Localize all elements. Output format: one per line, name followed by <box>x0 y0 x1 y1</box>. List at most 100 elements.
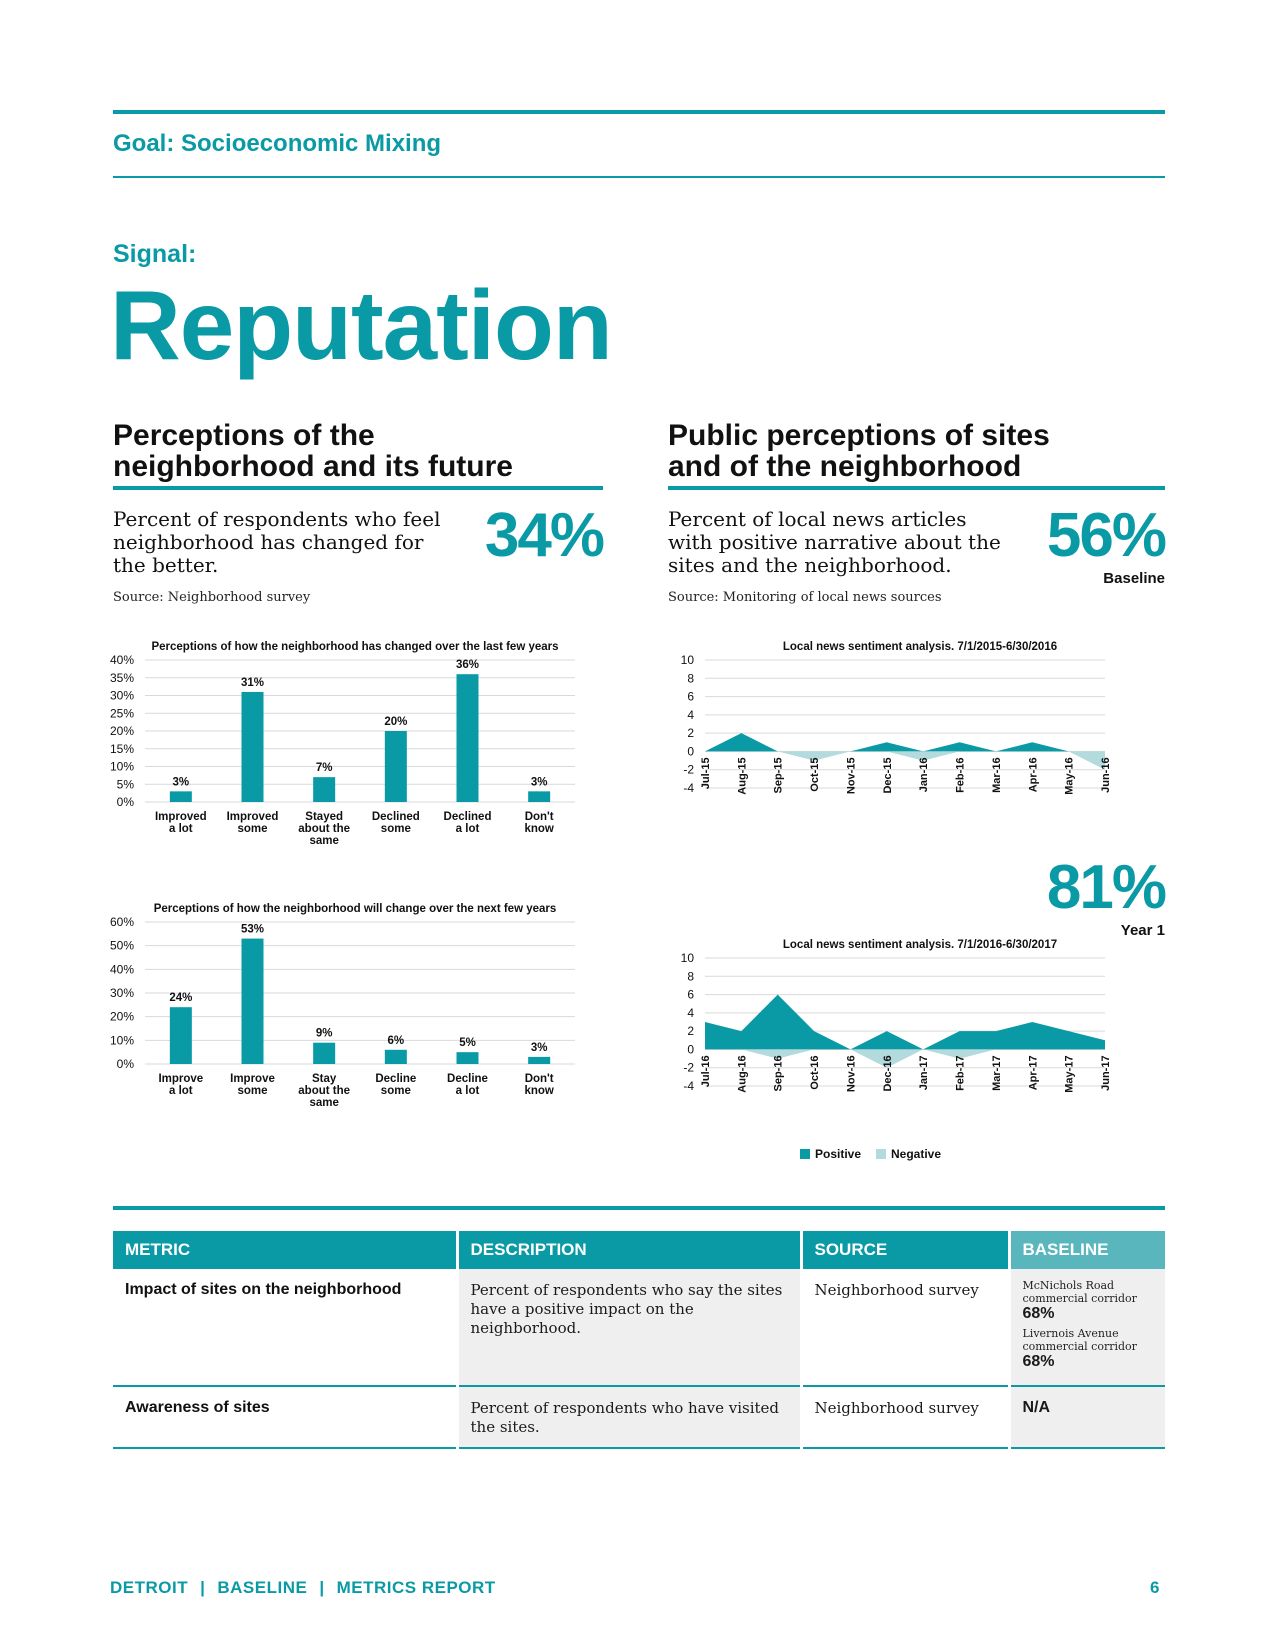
x-tick-label: same <box>309 835 338 847</box>
bar <box>169 791 192 802</box>
left-desc-line3: the better. <box>113 553 219 577</box>
x-tick-label: Jun-17 <box>1100 1055 1112 1090</box>
data-label: 9% <box>316 1028 333 1040</box>
table-header-row: METRIC DESCRIPTION SOURCE BASELINE <box>113 1231 1165 1269</box>
right-title-line2: and of the neighborhood <box>668 450 1022 483</box>
bar <box>456 1052 479 1064</box>
x-tick-label: some <box>381 823 411 835</box>
y-tick-label: 8 <box>687 969 694 983</box>
right-source: Source: Monitoring of local news sources <box>668 590 942 605</box>
y-tick-label: 2 <box>687 726 694 740</box>
baseline-label: Baseline <box>1103 570 1165 587</box>
header-metric: METRIC <box>113 1231 457 1269</box>
row2-description: Percent of respondents who have visited … <box>455 1386 801 1449</box>
legend-label-negative: Negative <box>891 1147 941 1161</box>
right-desc-line2: with positive narrative about the <box>668 530 1001 554</box>
data-label: 20% <box>384 716 407 728</box>
y-tick-label: 40% <box>110 962 134 976</box>
x-tick-label: Stayed <box>305 811 343 823</box>
left-section-rule <box>113 486 603 490</box>
bar <box>241 938 264 1064</box>
positive-area <box>705 733 1105 752</box>
y-tick-label: 4 <box>687 1006 694 1020</box>
x-tick-label: Don't <box>525 811 554 823</box>
x-tick-label: Mar-17 <box>991 1055 1003 1090</box>
x-tick-label: a lot <box>169 823 193 835</box>
x-tick-label: Dec-15 <box>882 757 894 793</box>
chart-title: Local news sentiment analysis. 7/1/2016-… <box>783 939 1057 951</box>
y-tick-label: 0% <box>117 1057 135 1071</box>
y-tick-label: -2 <box>683 1061 694 1075</box>
data-label: 36% <box>456 659 479 671</box>
baseline-b-label-2: commercial corridor <box>1022 1340 1137 1353</box>
footer-baseline: BASELINE <box>217 1578 308 1597</box>
left-desc-line1: Percent of respondents who feel <box>113 507 441 531</box>
row2-baseline-value: N/A <box>1022 1399 1051 1416</box>
x-tick-label: Mar-16 <box>991 757 1003 792</box>
y-tick-label: 6 <box>687 690 694 704</box>
bar <box>384 1049 407 1064</box>
x-tick-label: some <box>237 823 267 835</box>
table-top-rule <box>113 1206 1165 1210</box>
y-tick-label: 0% <box>117 795 135 809</box>
x-tick-label: Stay <box>312 1073 337 1085</box>
legend-label-positive: Positive <box>815 1147 861 1161</box>
row1-description: Percent of respondents who say the sites… <box>455 1269 801 1387</box>
footer-separator: | <box>200 1578 206 1597</box>
right-metric-description: Percent of local news articles with posi… <box>668 508 1008 577</box>
y-tick-label: 20% <box>110 724 134 738</box>
x-tick-label: Feb-16 <box>955 757 967 792</box>
x-tick-label: Dec-16 <box>882 1055 894 1091</box>
data-label: 24% <box>169 992 192 1004</box>
x-tick-label: Decline <box>447 1073 488 1085</box>
baseline-big-number: 56% <box>1046 501 1167 570</box>
data-label: 3% <box>531 1042 548 1054</box>
x-tick-label: Nov-15 <box>845 757 857 794</box>
left-title-line2: neighborhood and its future <box>113 450 513 483</box>
x-tick-label: Jan-16 <box>918 757 930 792</box>
bar <box>313 777 336 802</box>
left-source: Source: Neighborhood survey <box>113 590 311 605</box>
y-tick-label: 35% <box>110 671 134 685</box>
left-metric-description: Percent of respondents who feel neighbor… <box>113 508 443 577</box>
legend-swatch-positive <box>800 1149 810 1159</box>
x-tick-label: Don't <box>525 1073 554 1085</box>
baseline-a-value: 68% <box>1022 1305 1055 1322</box>
footer: DETROIT | BASELINE | METRICS REPORT <box>110 1578 496 1598</box>
chart-title: Local news sentiment analysis. 7/1/2015-… <box>783 641 1057 653</box>
y-tick-label: 5% <box>117 777 135 791</box>
y-tick-label: 25% <box>110 706 134 720</box>
x-tick-label: Improve <box>158 1073 203 1085</box>
x-tick-label: May-17 <box>1064 1055 1076 1092</box>
y-tick-label: 6 <box>687 988 694 1002</box>
left-big-number: 34% <box>484 501 605 570</box>
x-tick-label: a lot <box>456 1085 480 1097</box>
x-tick-label: Nov-16 <box>845 1055 857 1092</box>
right-desc-line3: sites and the neighborhood. <box>668 553 952 577</box>
page-number: 6 <box>1150 1578 1160 1597</box>
x-tick-label: Apr-16 <box>1027 757 1039 792</box>
x-tick-label: know <box>524 823 553 835</box>
x-tick-label: some <box>381 1085 411 1097</box>
header-source: SOURCE <box>799 1231 1009 1269</box>
baseline-b-label-1: Livernois Avenue <box>1022 1327 1119 1340</box>
x-tick-label: some <box>237 1085 267 1097</box>
year1-label: Year 1 <box>1120 922 1165 939</box>
baseline-b-value: 68% <box>1022 1353 1055 1370</box>
row1-source: Neighborhood survey <box>799 1269 1009 1387</box>
y-tick-label: 10% <box>110 760 134 774</box>
y-tick-label: 0 <box>687 1042 694 1056</box>
y-tick-label: 60% <box>110 915 134 929</box>
row1-baseline: McNichols Road commercial corridor 68% L… <box>1007 1269 1165 1387</box>
y-tick-label: 50% <box>110 939 134 953</box>
x-tick-label: Sep-16 <box>773 1055 785 1091</box>
x-tick-label: Declined <box>372 811 420 823</box>
y-tick-label: -4 <box>683 781 694 795</box>
header-description: DESCRIPTION <box>455 1231 801 1269</box>
bar <box>528 1056 551 1064</box>
table-row: Awareness of sites Percent of respondent… <box>113 1386 1165 1449</box>
bar <box>169 1007 192 1064</box>
x-tick-label: May-16 <box>1064 757 1076 794</box>
legend-swatch-negative <box>876 1149 886 1159</box>
footer-separator: | <box>319 1578 325 1597</box>
